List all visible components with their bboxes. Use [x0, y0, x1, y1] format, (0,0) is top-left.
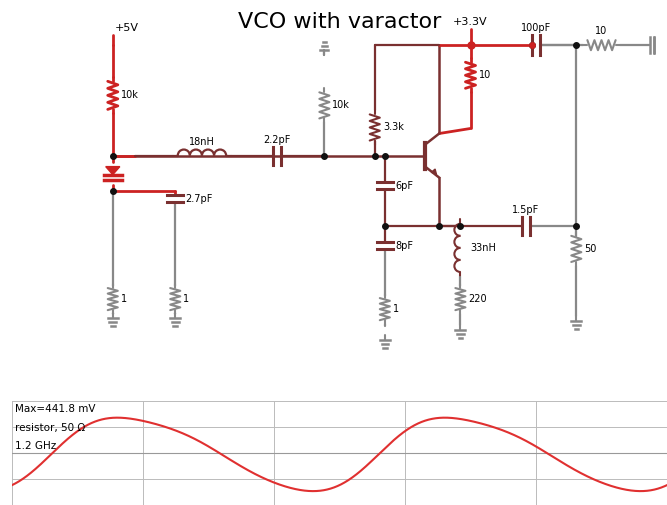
Text: 3.3k: 3.3k — [383, 123, 404, 132]
Text: VCO with varactor: VCO with varactor — [238, 12, 441, 32]
Text: +3.3V: +3.3V — [453, 17, 488, 27]
Text: 8pF: 8pF — [395, 241, 413, 251]
Text: 1.5pF: 1.5pF — [512, 205, 540, 215]
Text: +5V: +5V — [115, 23, 139, 33]
Text: 1: 1 — [183, 294, 189, 304]
Text: 50: 50 — [584, 244, 597, 254]
Text: 18nH: 18nH — [189, 136, 215, 146]
Text: 1: 1 — [121, 294, 127, 304]
Text: 33nH: 33nH — [470, 243, 496, 253]
Text: 10: 10 — [478, 70, 491, 80]
Text: Max=441.8 mV: Max=441.8 mV — [15, 405, 95, 415]
Text: 10: 10 — [596, 26, 608, 36]
Text: 1.2 GHz: 1.2 GHz — [15, 441, 56, 451]
Text: 220: 220 — [468, 294, 487, 304]
Text: 2.2pF: 2.2pF — [263, 134, 291, 144]
Text: 1: 1 — [393, 304, 399, 314]
Text: 6pF: 6pF — [395, 181, 413, 191]
Text: 100pF: 100pF — [521, 23, 551, 33]
Text: 2.7pF: 2.7pF — [185, 194, 213, 204]
Polygon shape — [106, 167, 120, 175]
Text: resistor, 50 Ω: resistor, 50 Ω — [15, 423, 85, 433]
Text: 10k: 10k — [121, 90, 139, 100]
Text: 10k: 10k — [332, 100, 350, 111]
